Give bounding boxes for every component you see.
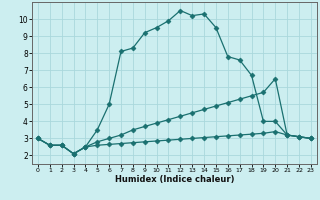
- X-axis label: Humidex (Indice chaleur): Humidex (Indice chaleur): [115, 175, 234, 184]
